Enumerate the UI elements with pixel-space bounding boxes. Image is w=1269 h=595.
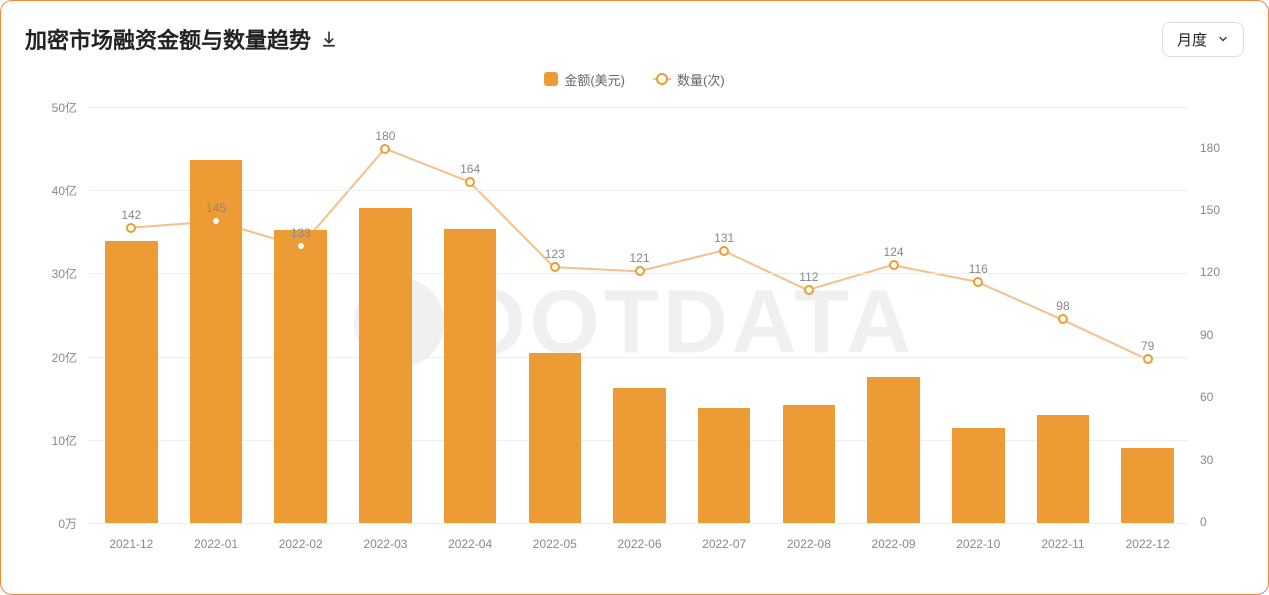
line-point[interactable] bbox=[1143, 354, 1153, 364]
legend-label-bar: 金额(美元) bbox=[564, 70, 625, 89]
line-point-label: 121 bbox=[629, 251, 649, 265]
y-right-tick-label: 30 bbox=[1200, 453, 1213, 467]
line-point-label: 131 bbox=[714, 231, 734, 245]
x-tick-label: 2022-09 bbox=[872, 537, 916, 551]
line-point[interactable] bbox=[804, 285, 814, 295]
chart-header: 加密市场融资金额与数量趋势 月度 bbox=[25, 21, 1244, 57]
bar-value-label: 20.38亿 bbox=[534, 117, 576, 371]
x-tick-label: 2022-08 bbox=[787, 537, 831, 551]
line-point[interactable] bbox=[973, 277, 983, 287]
grid-line bbox=[89, 107, 1188, 108]
x-tick-label: 2022-02 bbox=[279, 537, 323, 551]
line-point-label: 142 bbox=[121, 208, 141, 222]
plot-area: 0万10亿20亿30亿40亿50亿03060901201501802021-12… bbox=[89, 107, 1188, 523]
x-tick-label: 2022-05 bbox=[533, 537, 577, 551]
line-point-label: 123 bbox=[545, 247, 565, 261]
download-icon[interactable] bbox=[319, 29, 339, 49]
bar-value-label: 13.8亿 bbox=[707, 117, 742, 426]
line-point[interactable] bbox=[380, 144, 390, 154]
y-left-tick-label: 20亿 bbox=[27, 349, 77, 366]
y-right-tick-label: 0 bbox=[1200, 515, 1207, 529]
bar-value-label: 12.96亿 bbox=[1042, 117, 1084, 433]
y-right-tick-label: 60 bbox=[1200, 390, 1213, 404]
line-point-label: 180 bbox=[375, 129, 395, 143]
title-wrap: 加密市场融资金额与数量趋势 bbox=[25, 23, 339, 55]
y-right-tick-label: 120 bbox=[1200, 265, 1220, 279]
x-tick-label: 2022-01 bbox=[194, 537, 238, 551]
line-point[interactable] bbox=[465, 177, 475, 187]
bar[interactable] bbox=[529, 353, 582, 523]
y-right-tick-label: 90 bbox=[1200, 328, 1213, 342]
line-point-label: 98 bbox=[1056, 299, 1069, 313]
bar-value-label: 33.94亿 bbox=[110, 117, 152, 259]
legend-swatch-line bbox=[653, 78, 671, 80]
y-left-tick-label: 30亿 bbox=[27, 265, 77, 282]
x-tick-label: 2022-12 bbox=[1126, 537, 1170, 551]
y-left-tick-label: 40亿 bbox=[27, 182, 77, 199]
grid-line bbox=[89, 523, 1188, 524]
bar[interactable] bbox=[359, 208, 412, 523]
bar[interactable] bbox=[274, 230, 327, 523]
y-left-tick-label: 10亿 bbox=[27, 432, 77, 449]
line-point[interactable] bbox=[126, 223, 136, 233]
x-tick-label: 2022-10 bbox=[956, 537, 1000, 551]
plot-wrap: OOTDATA 0万10亿20亿30亿40亿50亿030609012015018… bbox=[25, 97, 1244, 567]
x-tick-label: 2022-06 bbox=[617, 537, 661, 551]
x-tick-label: 2022-03 bbox=[363, 537, 407, 551]
chart-legend: 金额(美元) 数量(次) bbox=[25, 67, 1244, 91]
bar[interactable] bbox=[105, 241, 158, 523]
line-point[interactable] bbox=[211, 216, 221, 226]
line-point-label: 145 bbox=[206, 201, 226, 215]
x-tick-label: 2022-07 bbox=[702, 537, 746, 551]
y-left-tick-label: 0万 bbox=[27, 515, 77, 532]
x-tick-label: 2022-11 bbox=[1041, 537, 1084, 551]
line-point-label: 79 bbox=[1141, 339, 1154, 353]
bar[interactable] bbox=[867, 377, 920, 523]
y-right-tick-label: 180 bbox=[1200, 141, 1220, 155]
bar-value-label: 9.06亿 bbox=[1130, 117, 1165, 466]
line-point[interactable] bbox=[889, 260, 899, 270]
legend-label-line: 数量(次) bbox=[677, 70, 725, 89]
y-left-tick-label: 50亿 bbox=[27, 99, 77, 116]
x-tick-label: 2022-04 bbox=[448, 537, 492, 551]
bar[interactable] bbox=[613, 388, 666, 523]
chart-card: 加密市场融资金额与数量趋势 月度 金额(美元) 数量(次) OOTDATA bbox=[0, 0, 1269, 595]
period-select[interactable]: 月度 bbox=[1162, 22, 1244, 57]
line-point[interactable] bbox=[719, 246, 729, 256]
line-point-label: 124 bbox=[884, 245, 904, 259]
line-point[interactable] bbox=[635, 266, 645, 276]
line-point-label: 164 bbox=[460, 162, 480, 176]
x-tick-label: 2021-12 bbox=[109, 537, 153, 551]
bar[interactable] bbox=[444, 229, 497, 523]
line-point-label: 116 bbox=[969, 262, 988, 276]
line-point[interactable] bbox=[1058, 314, 1068, 324]
line-point-label: 133 bbox=[291, 226, 311, 240]
y-right-tick-label: 150 bbox=[1200, 203, 1220, 217]
period-select-label: 月度 bbox=[1177, 29, 1207, 50]
legend-item-line[interactable]: 数量(次) bbox=[653, 70, 725, 89]
chart-title: 加密市场融资金额与数量趋势 bbox=[25, 23, 311, 55]
line-point[interactable] bbox=[296, 241, 306, 251]
line-point[interactable] bbox=[550, 262, 560, 272]
line-point-label: 112 bbox=[799, 270, 818, 284]
bar-value-label: 43.68亿 bbox=[195, 117, 237, 178]
legend-swatch-bar bbox=[544, 72, 558, 86]
legend-item-bar[interactable]: 金额(美元) bbox=[544, 70, 625, 89]
chevron-down-icon bbox=[1217, 33, 1229, 45]
